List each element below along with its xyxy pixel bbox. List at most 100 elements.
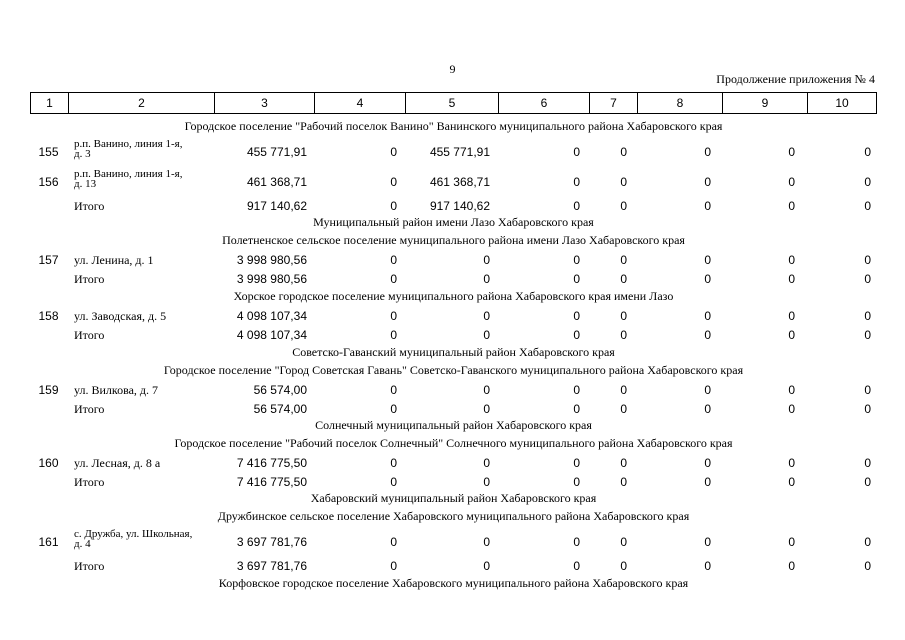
section-heading: Дружбинское сельское поселение Хабаровск… xyxy=(217,509,690,523)
cell-col-6: 0 xyxy=(573,309,580,323)
cell-col-3: 461 368,71 xyxy=(246,175,307,189)
cell-col-10: 0 xyxy=(864,253,871,267)
row-address: ул. Вилкова, д. 7 xyxy=(74,383,159,397)
header-col-9: 9 xyxy=(722,92,808,114)
cell-col-8: 0 xyxy=(704,402,711,416)
cell-col-9: 0 xyxy=(788,559,795,573)
cell-col-10: 0 xyxy=(864,535,871,549)
cell-col-10: 0 xyxy=(864,456,871,470)
row-number: 158 xyxy=(38,309,59,323)
table-row-159: 159 ул. Вилкова, д. 7 56 574,00 0 0 0 0 … xyxy=(30,381,877,399)
cell-col-5: 0 xyxy=(483,475,490,489)
header-col-7: 7 xyxy=(589,92,638,114)
total-row: Итого 917 140,62 0 917 140,62 0 0 0 0 0 xyxy=(30,197,877,215)
cell-col-6: 0 xyxy=(573,328,580,342)
row-address: ул. Лесная, д. 8 а xyxy=(74,456,161,470)
header-col-3: 3 xyxy=(214,92,315,114)
cell-col-3: 56 574,00 xyxy=(253,402,307,416)
cell-col-7: 0 xyxy=(620,559,627,573)
cell-col-8: 0 xyxy=(704,145,711,159)
cell-col-5: 461 368,71 xyxy=(429,175,490,189)
header-col-5: 5 xyxy=(405,92,499,114)
cell-col-8: 0 xyxy=(704,328,711,342)
table-row-158: 158 ул. Заводская, д. 5 4 098 107,34 0 0… xyxy=(30,307,877,325)
row-number: 155 xyxy=(38,145,59,159)
section-heading: Муниципальный район имени Лазо Хабаровск… xyxy=(313,215,594,229)
cell-col-10: 0 xyxy=(864,475,871,489)
cell-col-5: 0 xyxy=(483,383,490,397)
cell-col-3: 7 416 775,50 xyxy=(236,456,307,470)
cell-col-9: 0 xyxy=(788,199,795,213)
cell-col-9: 0 xyxy=(788,383,795,397)
total-row: Итого 3 697 781,76 0 0 0 0 0 0 0 xyxy=(30,557,877,575)
cell-col-7: 0 xyxy=(620,383,627,397)
cell-col-3: 3 697 781,76 xyxy=(236,559,307,573)
header-col-1: 1 xyxy=(30,92,69,114)
total-label: Итого xyxy=(74,559,105,573)
cell-col-9: 0 xyxy=(788,145,795,159)
cell-col-6: 0 xyxy=(573,402,580,416)
cell-col-4: 0 xyxy=(390,475,397,489)
cell-col-7: 0 xyxy=(620,475,627,489)
cell-col-5: 0 xyxy=(483,309,490,323)
cell-col-7: 0 xyxy=(620,145,627,159)
cell-col-6: 0 xyxy=(573,475,580,489)
header-col-4: 4 xyxy=(314,92,406,114)
cell-col-7: 0 xyxy=(620,456,627,470)
total-row: Итого 3 998 980,56 0 0 0 0 0 0 0 xyxy=(30,270,877,288)
cell-col-4: 0 xyxy=(390,309,397,323)
cell-col-6: 0 xyxy=(573,559,580,573)
section-heading: Городское поселение "Рабочий поселок Сол… xyxy=(174,436,733,450)
header-row: 1 2 3 4 5 6 7 8 9 10 xyxy=(30,92,877,114)
cell-col-4: 0 xyxy=(390,145,397,159)
header-col-8: 8 xyxy=(637,92,723,114)
cell-col-3: 3 998 980,56 xyxy=(236,253,307,267)
cell-col-7: 0 xyxy=(620,328,627,342)
row-number: 159 xyxy=(38,383,59,397)
cell-col-3: 56 574,00 xyxy=(253,383,307,397)
cell-col-8: 0 xyxy=(704,253,711,267)
cell-col-6: 0 xyxy=(573,383,580,397)
table-row-157: 157 ул. Ленина, д. 1 3 998 980,56 0 0 0 … xyxy=(30,251,877,269)
cell-col-8: 0 xyxy=(704,383,711,397)
cell-col-7: 0 xyxy=(620,535,627,549)
row-address: с. Дружба, ул. Школьная, д. 4 xyxy=(74,528,193,550)
cell-col-4: 0 xyxy=(390,383,397,397)
cell-col-9: 0 xyxy=(788,309,795,323)
table-row-156: 156 р.п. Ванино, линия 1-я, д. 13 461 368… xyxy=(30,169,877,191)
cell-col-4: 0 xyxy=(390,328,397,342)
total-label: Итого xyxy=(74,402,105,416)
row-number: 157 xyxy=(38,253,59,267)
section-heading: Корфовское городское поселение Хабаровск… xyxy=(218,576,689,590)
cell-col-6: 0 xyxy=(573,175,580,189)
total-label: Итого xyxy=(74,328,105,342)
cell-col-5: 0 xyxy=(483,402,490,416)
cell-col-3: 4 098 107,34 xyxy=(236,309,307,323)
cell-col-6: 0 xyxy=(573,456,580,470)
cell-col-3: 917 140,62 xyxy=(246,199,307,213)
section-heading: Полетненское сельское поселение муниципа… xyxy=(222,233,685,247)
cell-col-9: 0 xyxy=(788,475,795,489)
section-heading: Городское поселение "Рабочий поселок Ван… xyxy=(184,119,723,133)
cell-col-8: 0 xyxy=(704,456,711,470)
cell-col-10: 0 xyxy=(864,559,871,573)
total-row: Итого 56 574,00 0 0 0 0 0 0 0 xyxy=(30,400,877,418)
cell-col-9: 0 xyxy=(788,402,795,416)
cell-col-3: 4 098 107,34 xyxy=(236,328,307,342)
row-address: ул. Ленина, д. 1 xyxy=(74,253,154,267)
cell-col-9: 0 xyxy=(788,175,795,189)
cell-col-5: 455 771,91 xyxy=(429,145,490,159)
cell-col-5: 0 xyxy=(483,456,490,470)
total-label: Итого xyxy=(74,475,105,489)
cell-col-10: 0 xyxy=(864,383,871,397)
cell-col-5: 0 xyxy=(483,535,490,549)
row-number: 156 xyxy=(38,175,59,189)
cell-col-3: 3 998 980,56 xyxy=(236,272,307,286)
row-address: р.п. Ванино, линия 1-я, д. 13 xyxy=(74,168,183,190)
cell-col-6: 0 xyxy=(573,199,580,213)
cell-col-7: 0 xyxy=(620,309,627,323)
cell-col-8: 0 xyxy=(704,535,711,549)
section-heading: Солнечный муниципальный район Хабаровско… xyxy=(315,418,592,432)
cell-col-6: 0 xyxy=(573,272,580,286)
cell-col-9: 0 xyxy=(788,328,795,342)
